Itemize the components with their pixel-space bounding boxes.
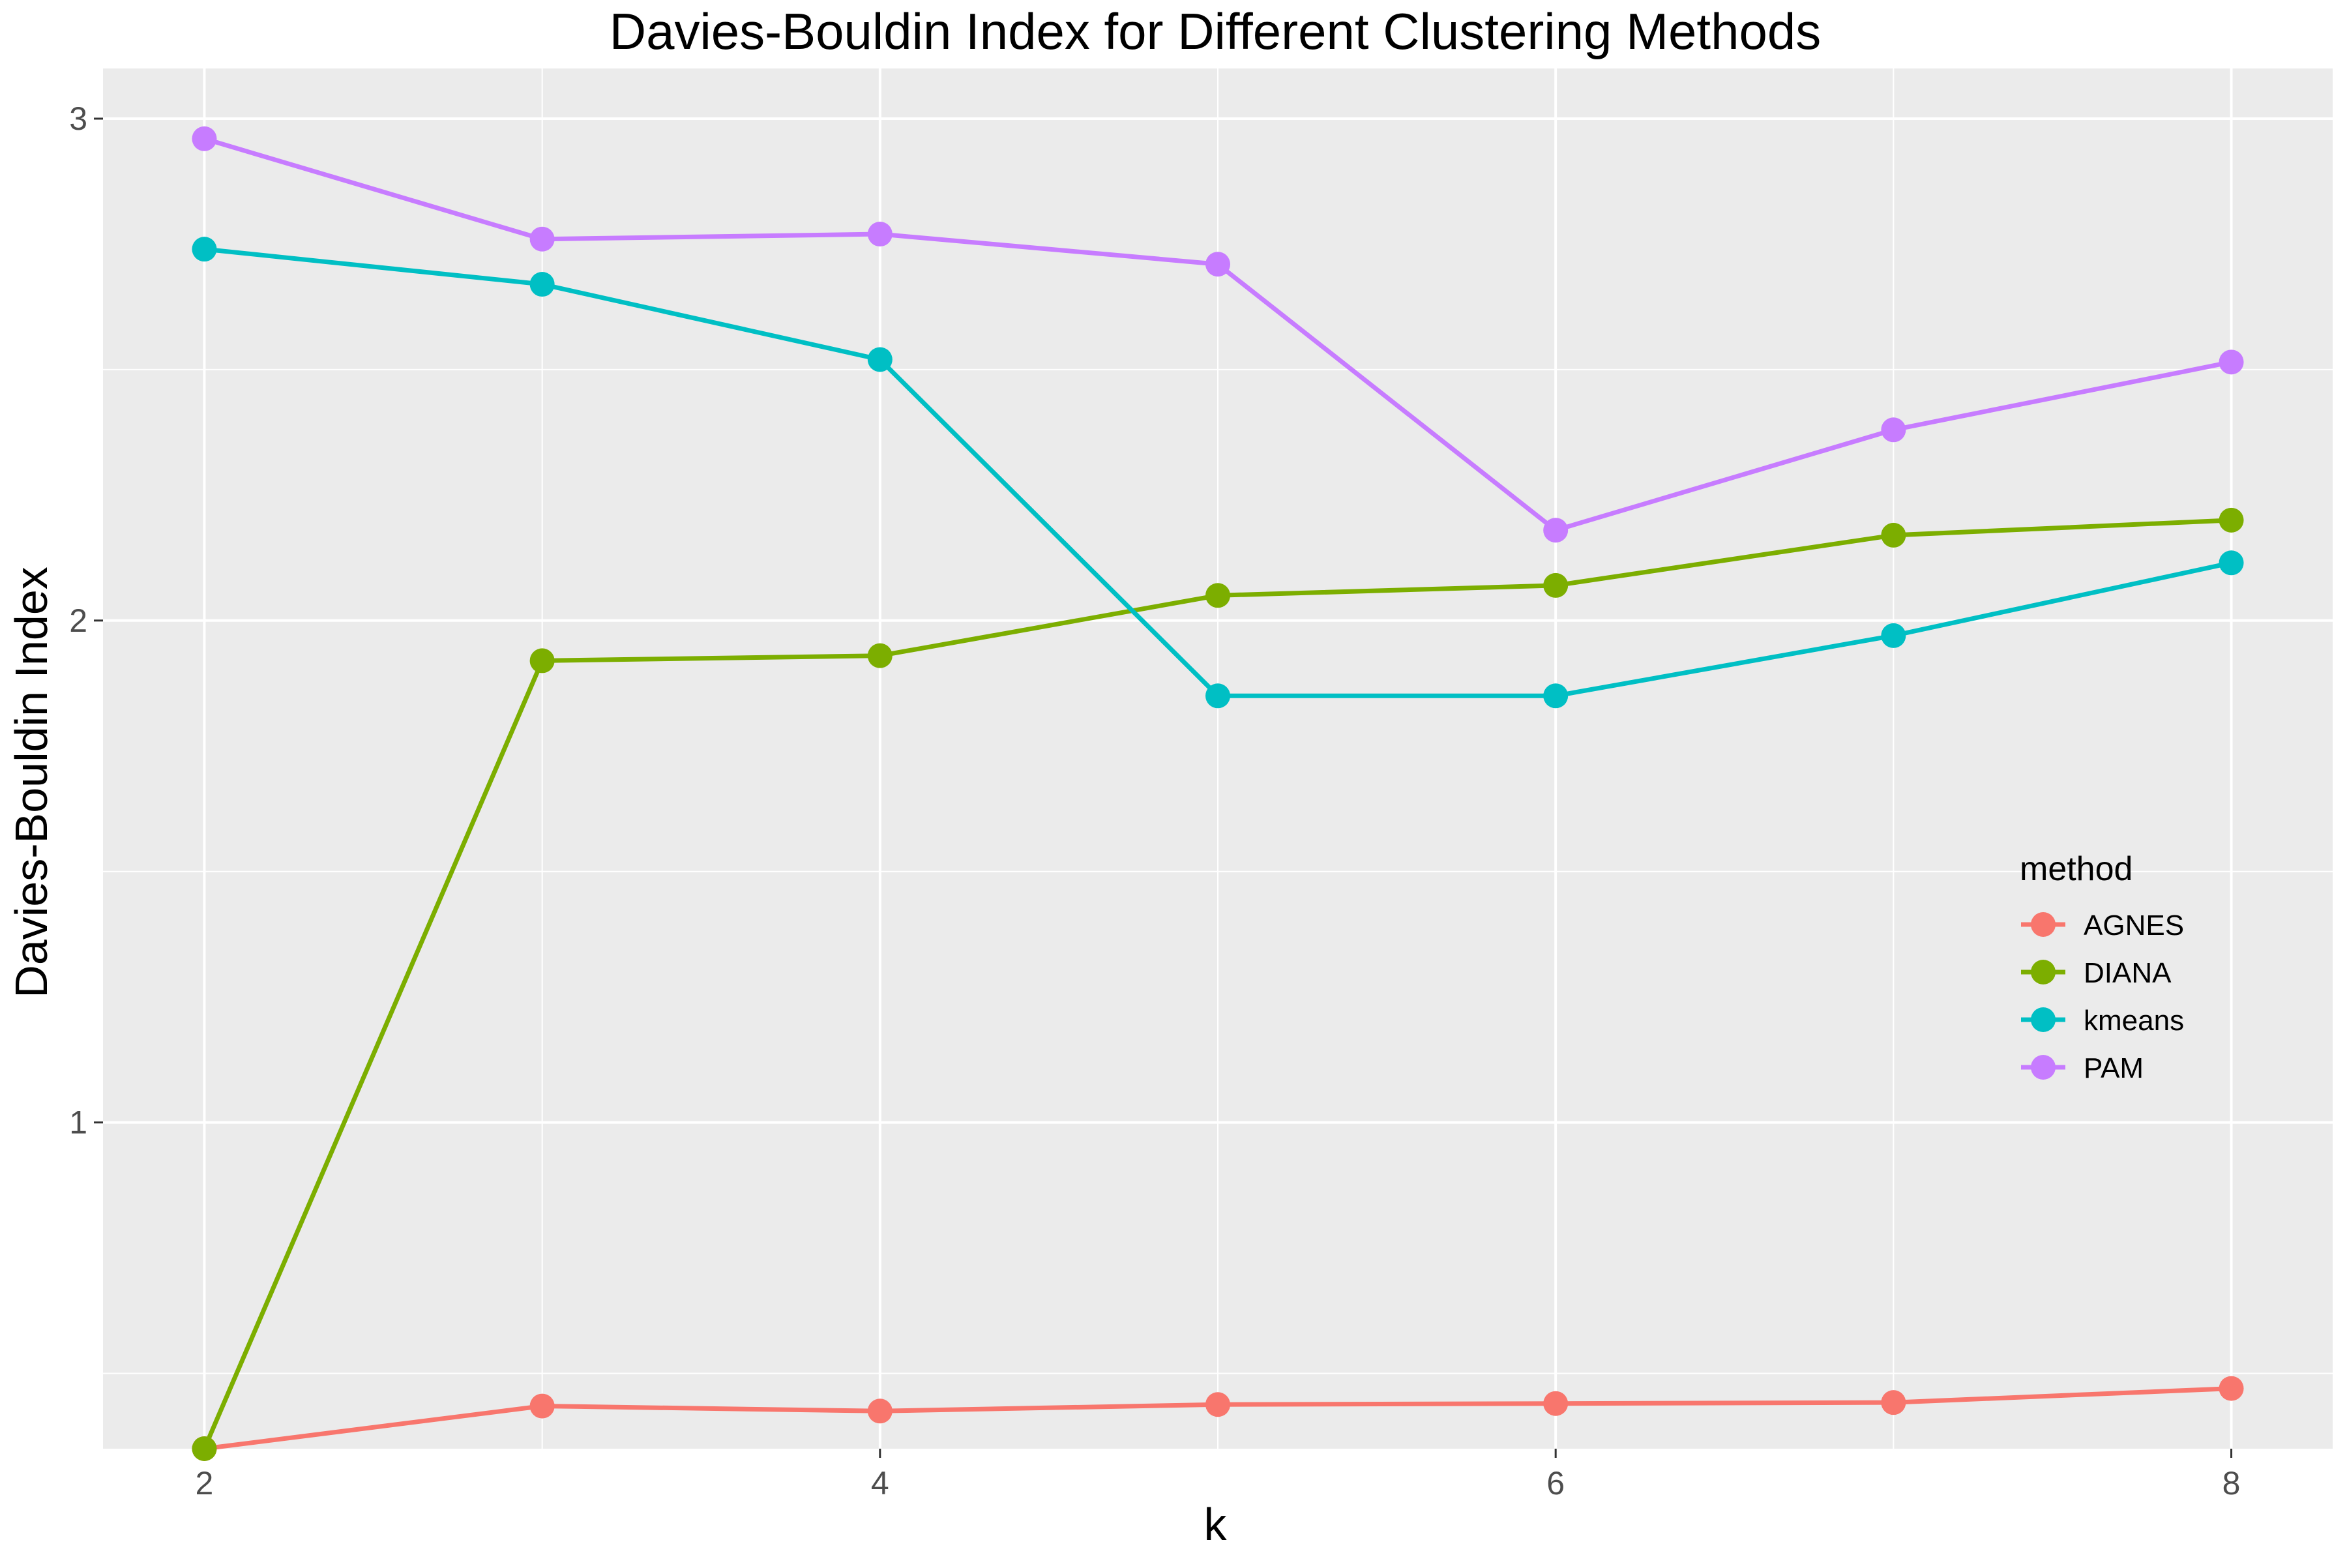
y-tick-label: 2 bbox=[69, 602, 87, 639]
data-point-AGNES bbox=[867, 1398, 893, 1424]
data-point-kmeans bbox=[192, 237, 217, 262]
legend-key-point bbox=[2031, 912, 2056, 937]
data-point-AGNES bbox=[529, 1393, 555, 1419]
legend-item-kmeans: kmeans bbox=[2021, 1005, 2184, 1037]
legend-item-AGNES: AGNES bbox=[2021, 910, 2184, 941]
data-point-AGNES bbox=[1205, 1392, 1230, 1417]
data-point-kmeans bbox=[867, 347, 893, 372]
data-point-PAM bbox=[1543, 518, 1569, 543]
data-point-DIANA bbox=[1543, 572, 1569, 598]
legend-item-DIANA: DIANA bbox=[2021, 957, 2172, 989]
data-point-DIANA bbox=[1881, 522, 1906, 548]
data-point-AGNES bbox=[2219, 1376, 2244, 1401]
legend-title: method bbox=[2020, 850, 2133, 888]
data-point-AGNES bbox=[1543, 1391, 1569, 1416]
y-tick-label: 1 bbox=[69, 1104, 87, 1141]
data-point-PAM bbox=[192, 126, 217, 151]
legend-label: PAM bbox=[2084, 1052, 2144, 1084]
data-point-PAM bbox=[1881, 417, 1906, 443]
x-tick-label: 8 bbox=[2222, 1465, 2241, 1501]
x-tick-label: 4 bbox=[871, 1465, 889, 1501]
data-point-AGNES bbox=[1881, 1390, 1906, 1415]
data-point-kmeans bbox=[2219, 550, 2244, 576]
data-point-kmeans bbox=[1205, 683, 1230, 709]
data-point-PAM bbox=[867, 222, 893, 247]
tick-labels: 2 4 6 8 1 2 3 bbox=[69, 100, 2240, 1501]
y-axis-title: Davies-Bouldin Index bbox=[6, 567, 57, 998]
legend-item-PAM: PAM bbox=[2021, 1052, 2144, 1084]
data-point-kmeans bbox=[529, 272, 555, 297]
data-point-DIANA bbox=[192, 1436, 217, 1461]
data-point-PAM bbox=[1205, 252, 1230, 277]
x-tick-label: 2 bbox=[196, 1465, 214, 1501]
legend-label: kmeans bbox=[2084, 1005, 2184, 1037]
data-point-DIANA bbox=[867, 643, 893, 668]
data-point-DIANA bbox=[2219, 507, 2244, 533]
legend-items: AGNES DIANA kmeans PAM bbox=[2021, 910, 2184, 1084]
minor-gridlines bbox=[103, 68, 2333, 1449]
legend-label: DIANA bbox=[2084, 957, 2172, 989]
data-point-PAM bbox=[2219, 349, 2244, 375]
data-point-PAM bbox=[529, 226, 555, 252]
series-points bbox=[192, 126, 2244, 1461]
legend-label: AGNES bbox=[2084, 910, 2184, 941]
data-point-kmeans bbox=[1543, 683, 1569, 709]
legend-key-point bbox=[2031, 1007, 2056, 1032]
x-axis-title: k bbox=[1204, 1499, 1228, 1550]
legend: method AGNES DIANA kmeans PAM bbox=[2020, 850, 2184, 1084]
y-tick-label: 3 bbox=[69, 100, 87, 137]
legend-key-point bbox=[2031, 1055, 2056, 1080]
legend-key-point bbox=[2031, 960, 2056, 984]
data-point-kmeans bbox=[1881, 623, 1906, 648]
data-point-DIANA bbox=[1205, 583, 1230, 608]
data-point-DIANA bbox=[529, 648, 555, 673]
chart-title: Davies-Bouldin Index for Different Clust… bbox=[610, 3, 1821, 60]
x-tick-label: 6 bbox=[1546, 1465, 1565, 1501]
